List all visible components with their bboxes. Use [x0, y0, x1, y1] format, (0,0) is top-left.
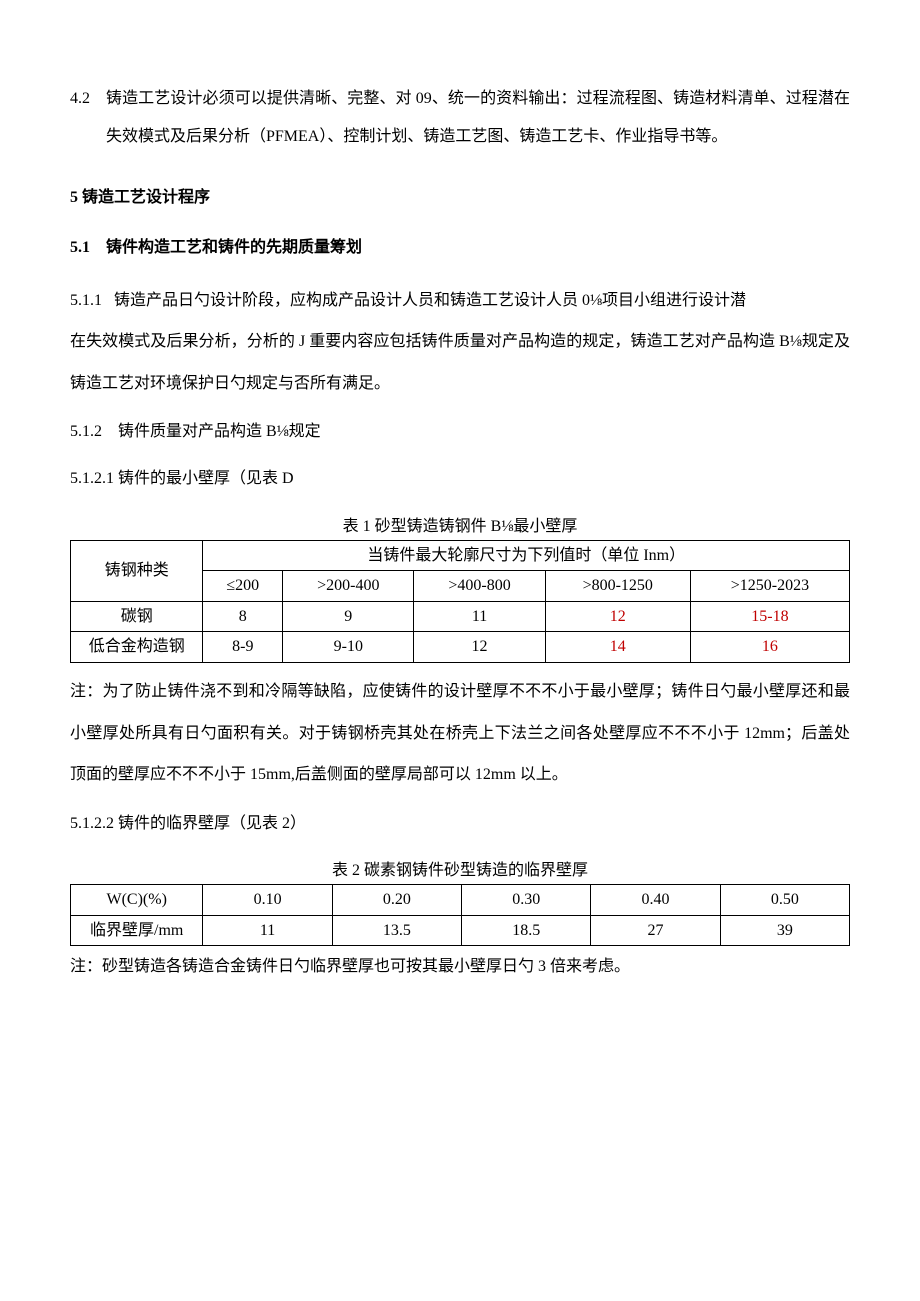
heading-5-1: 5.1 铸件构造工艺和铸件的先期质量筹划 — [70, 229, 850, 267]
table-2-caption: 表 2 碳素钢铸件砂型铸造的临界壁厚 — [70, 858, 850, 884]
heading-5: 5 铸造工艺设计程序 — [70, 179, 850, 217]
table-cell: ≤200 — [203, 571, 283, 602]
table-row: 碳钢 8 9 11 12 15-18 — [71, 601, 850, 632]
table-cell: W(C)(%) — [71, 885, 203, 916]
table-cell: 18.5 — [462, 915, 591, 946]
paragraph-5-1-2: 5.1.2 铸件质量对产品构造 B⅛规定 — [70, 418, 850, 447]
table-cell: 9 — [283, 601, 414, 632]
table-cell: 碳钢 — [71, 601, 203, 632]
table-cell: 16 — [690, 632, 849, 663]
table-cell: >400-800 — [414, 571, 545, 602]
table-cell: 0.50 — [720, 885, 849, 916]
paragraph-lead: 铸造产品日勺设计阶段，应构成产品设计人员和铸造工艺设计人员 0⅛项目小组进行设计… — [114, 292, 746, 309]
table-cell: 14 — [545, 632, 690, 663]
paragraph-5-1-1: 5.1.1 铸造产品日勺设计阶段，应构成产品设计人员和铸造工艺设计人员 0⅛项目… — [70, 280, 850, 405]
paragraph-rest: 在失效模式及后果分析，分析的 J 重要内容应包括铸件质量对产品构造的规定，铸造工… — [70, 333, 850, 392]
table-row: 低合金构造钢 8-9 9-10 12 14 16 — [71, 632, 850, 663]
table-header-cell: 铸钢种类 — [71, 540, 203, 601]
table-cell: 27 — [591, 915, 720, 946]
table-cell: >200-400 — [283, 571, 414, 602]
table-header-cell: 当铸件最大轮廓尺寸为下列值时（单位 Inm） — [203, 540, 850, 571]
table-1-note: 注：为了防止铸件浇不到和冷隔等缺陷，应使铸件的设计壁厚不不不小于最小壁厚；铸件日… — [70, 671, 850, 796]
paragraph-number: 5.1.1 — [70, 292, 102, 309]
table-2: W(C)(%) 0.10 0.20 0.30 0.40 0.50 临界壁厚/mm… — [70, 884, 850, 946]
table-cell: >800-1250 — [545, 571, 690, 602]
table-cell: 8 — [203, 601, 283, 632]
table-cell: 11 — [414, 601, 545, 632]
table-row: 临界壁厚/mm 11 13.5 18.5 27 39 — [71, 915, 850, 946]
paragraph-4-2: 4.2 铸造工艺设计必须可以提供清晰、完整、对 09、统一的资料输出：过程流程图… — [70, 80, 850, 167]
table-1: 铸钢种类 当铸件最大轮廓尺寸为下列值时（单位 Inm） ≤200 >200-40… — [70, 540, 850, 663]
paragraph-5-1-2-2: 5.1.2.2 铸件的临界壁厚（见表 2） — [70, 810, 850, 839]
table-cell: 11 — [203, 915, 332, 946]
paragraph-number: 5.1.2 — [70, 418, 102, 447]
paragraph-text: 铸件质量对产品构造 B⅛规定 — [118, 418, 321, 447]
table-row: W(C)(%) 0.10 0.20 0.30 0.40 0.50 — [71, 885, 850, 916]
table-cell: 低合金构造钢 — [71, 632, 203, 663]
table-cell: 12 — [545, 601, 690, 632]
table-1-caption: 表 1 砂型铸造铸钢件 B⅛最小壁厚 — [70, 514, 850, 540]
table-cell: 0.40 — [591, 885, 720, 916]
table-header-row: 铸钢种类 当铸件最大轮廓尺寸为下列值时（单位 Inm） — [71, 540, 850, 571]
table-cell: 12 — [414, 632, 545, 663]
table-cell: 临界壁厚/mm — [71, 915, 203, 946]
table-cell: 0.10 — [203, 885, 332, 916]
heading-text: 铸件构造工艺和铸件的先期质量筹划 — [106, 229, 362, 267]
table-cell: >1250-2023 — [690, 571, 849, 602]
paragraph-text: 铸造工艺设计必须可以提供清晰、完整、对 09、统一的资料输出：过程流程图、铸造材… — [106, 80, 850, 157]
table-cell: 0.20 — [332, 885, 461, 916]
table-cell: 13.5 — [332, 915, 461, 946]
table-2-note: 注：砂型铸造各铸造合金铸件日勺临界壁厚也可按其最小壁厚日勺 3 倍来考虑。 — [70, 954, 850, 980]
paragraph-5-1-2-1: 5.1.2.1 铸件的最小壁厚（见表 D — [70, 465, 850, 494]
table-cell: 0.30 — [462, 885, 591, 916]
table-cell: 8-9 — [203, 632, 283, 663]
table-cell: 9-10 — [283, 632, 414, 663]
paragraph-number: 4.2 — [70, 80, 90, 167]
table-cell: 15-18 — [690, 601, 849, 632]
table-cell: 39 — [720, 915, 849, 946]
heading-number: 5.1 — [70, 229, 90, 267]
